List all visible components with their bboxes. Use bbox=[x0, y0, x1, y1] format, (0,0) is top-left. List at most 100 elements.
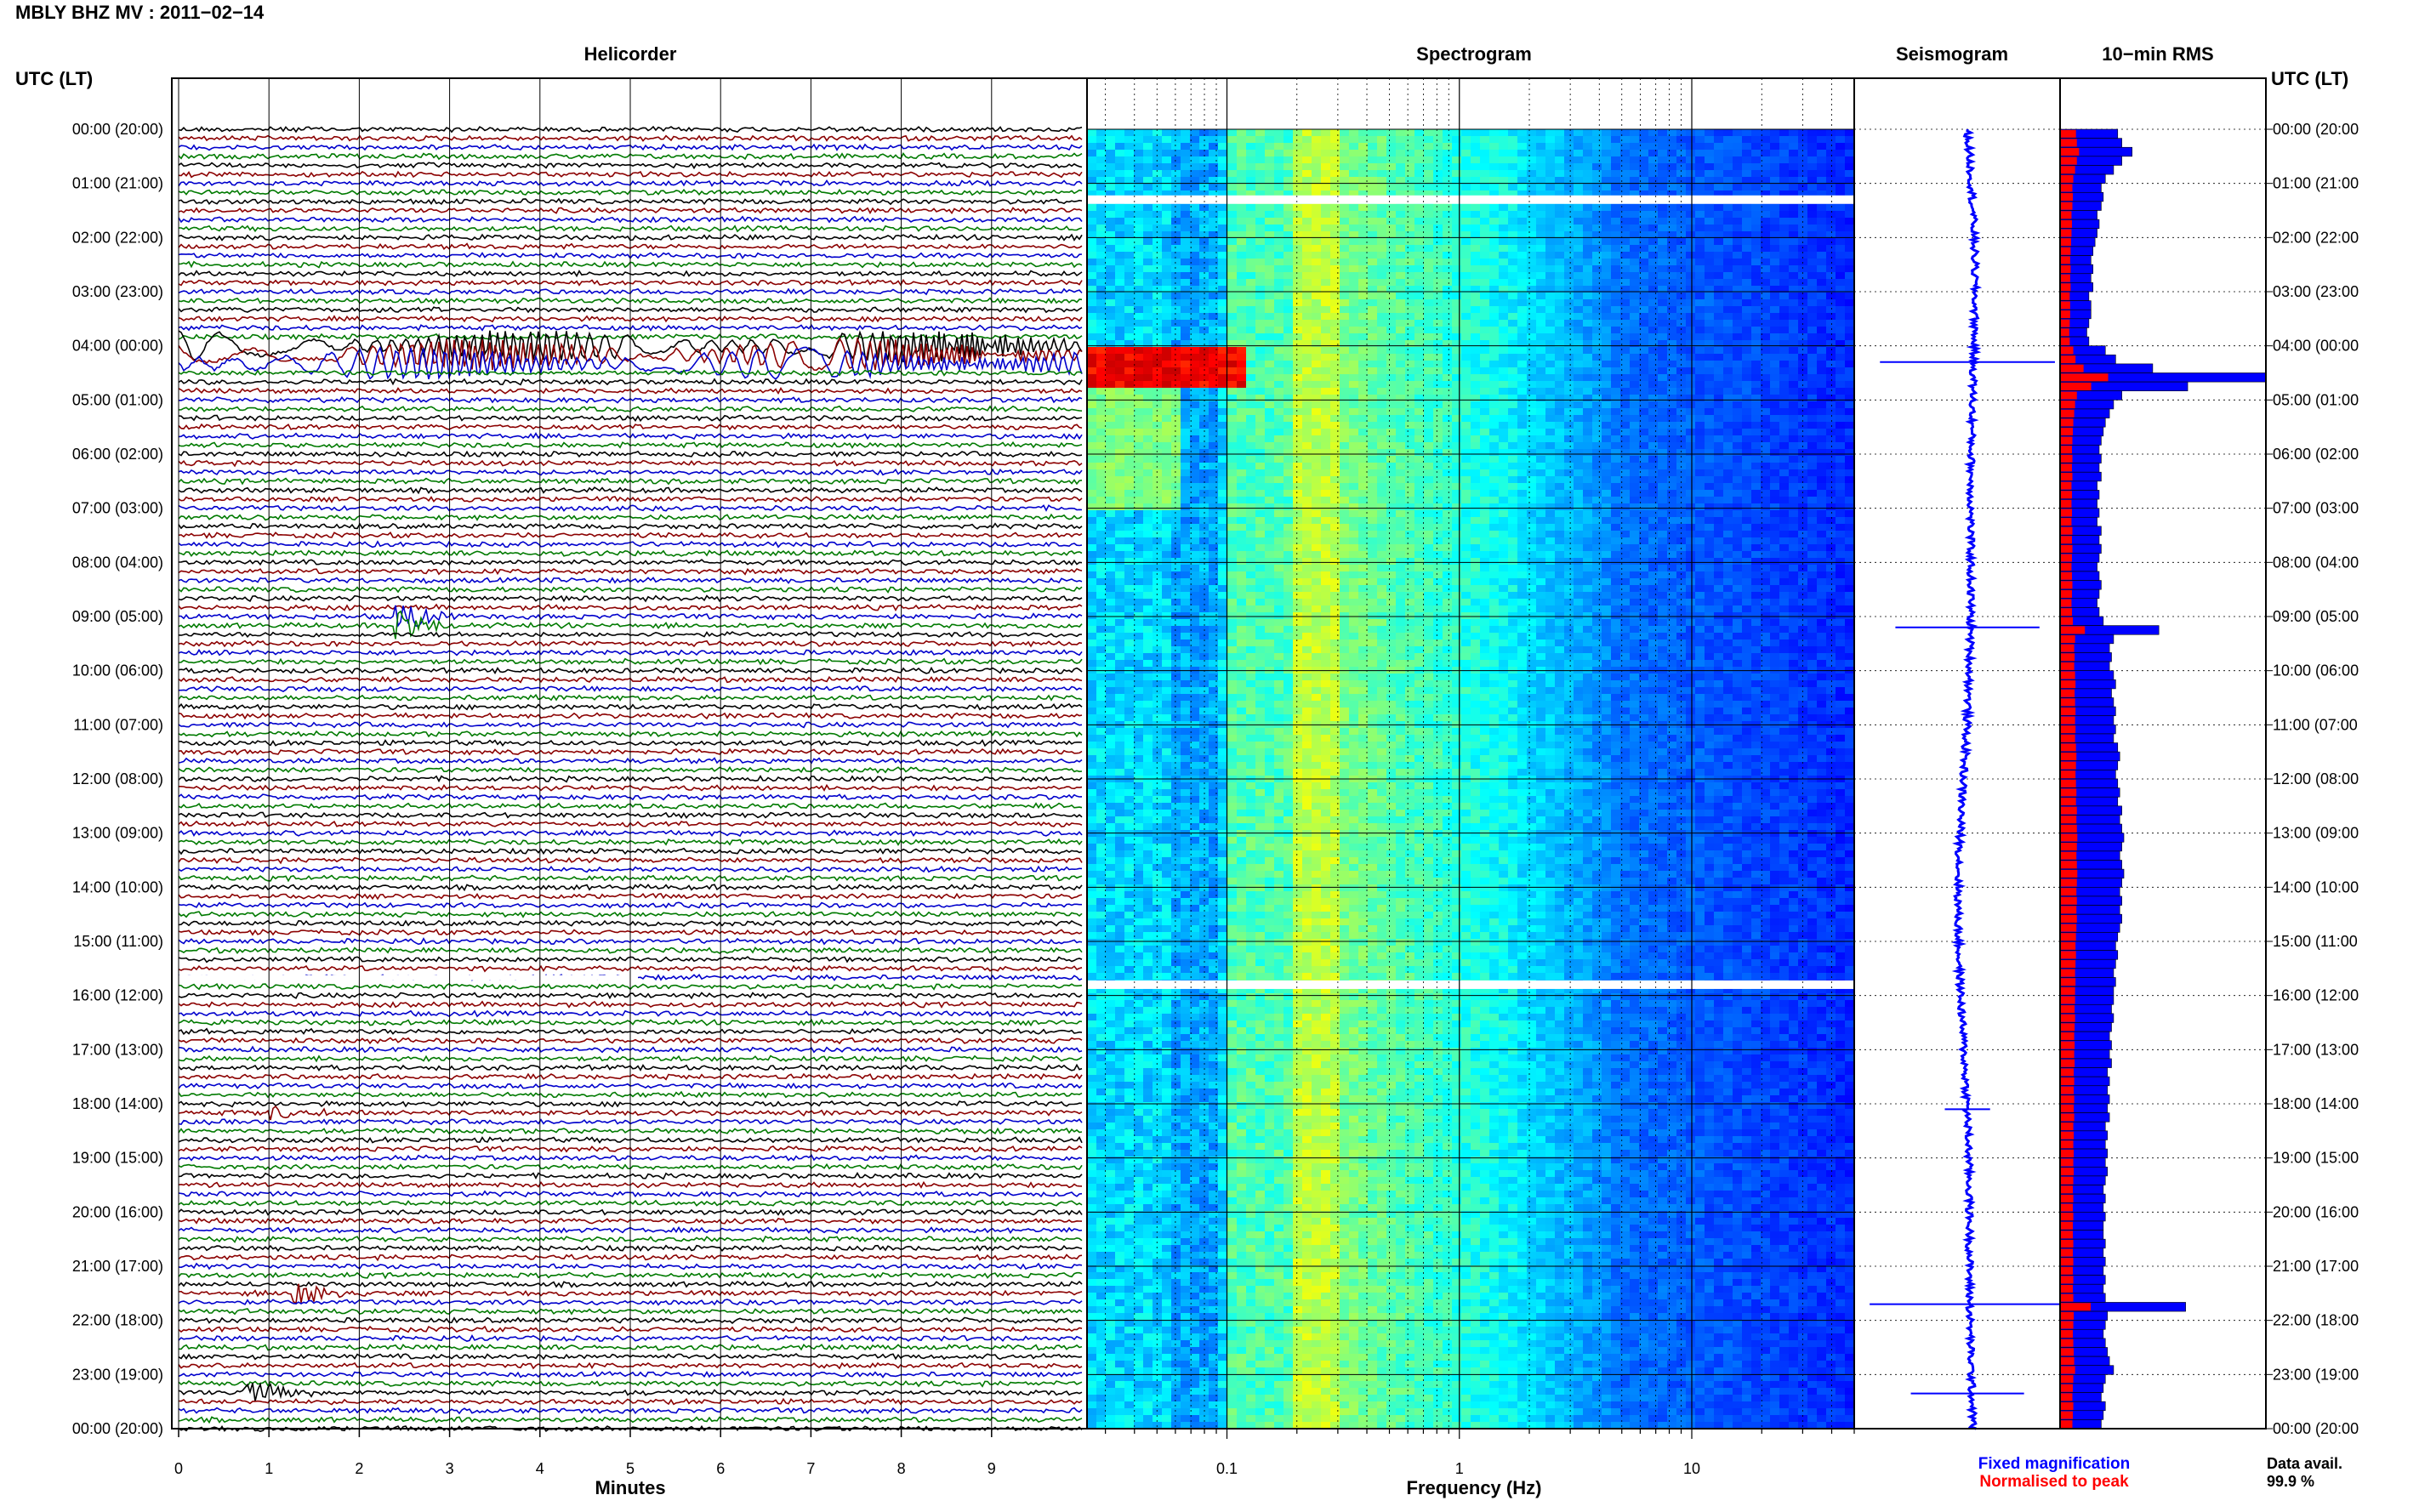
spectrogram-cell bbox=[1405, 218, 1414, 225]
spectrogram-cell bbox=[1162, 177, 1171, 184]
spectrogram-cell bbox=[1761, 408, 1770, 415]
spectrogram-cell bbox=[1349, 442, 1358, 449]
spectrogram-cell bbox=[1480, 463, 1489, 469]
spectrogram-cell bbox=[1227, 136, 1237, 143]
spectrogram-cell bbox=[1639, 415, 1648, 422]
spectrogram-cell bbox=[1340, 299, 1349, 306]
spectrogram-cell bbox=[1171, 129, 1181, 136]
spectrogram-cell bbox=[1733, 211, 1742, 218]
spectrogram-cell bbox=[1143, 490, 1153, 497]
spectrogram-cell bbox=[1396, 517, 1405, 524]
spectrogram-cell bbox=[1106, 435, 1115, 442]
spectrogram-cell bbox=[1611, 170, 1620, 177]
spectrogram-cell bbox=[1405, 395, 1414, 401]
spectrogram-cell bbox=[1779, 429, 1789, 435]
spectrogram-cell bbox=[1377, 279, 1386, 286]
spectrogram-cell bbox=[1779, 190, 1789, 197]
spectrogram-cell bbox=[1714, 163, 1723, 170]
spectrogram-cell bbox=[1527, 347, 1536, 354]
spectrogram-cell bbox=[1648, 136, 1658, 143]
spectrogram-cell bbox=[1087, 184, 1096, 190]
spectrogram-cell bbox=[1162, 388, 1171, 395]
spectrogram-cell bbox=[1302, 429, 1312, 435]
spectrogram-cell bbox=[1190, 449, 1199, 456]
spectrogram-cell bbox=[1630, 136, 1639, 143]
spectrogram-cell bbox=[1153, 211, 1162, 218]
spectrogram-cell bbox=[1162, 170, 1171, 177]
spectrogram-cell bbox=[1545, 170, 1555, 177]
spectrogram-cell bbox=[1817, 354, 1826, 361]
spectrogram-cell bbox=[1779, 327, 1789, 333]
spectrogram-cell bbox=[1471, 156, 1480, 163]
spectrogram-cell bbox=[1461, 170, 1471, 177]
spectrogram-cell bbox=[1377, 136, 1386, 143]
spectrogram-cell bbox=[1705, 361, 1714, 367]
spectrogram-cell bbox=[1433, 374, 1443, 381]
spectrogram-cell bbox=[1564, 361, 1574, 367]
spectrogram-cell bbox=[1527, 483, 1536, 490]
spectrogram-cell bbox=[1630, 456, 1639, 463]
spectrogram-cell bbox=[1611, 327, 1620, 333]
spectrogram-cell bbox=[1667, 211, 1676, 218]
spectrogram-cell bbox=[1209, 156, 1218, 163]
spectrogram-cell bbox=[1723, 156, 1733, 163]
spectrogram-cell bbox=[1826, 163, 1836, 170]
spectrogram-cell bbox=[1255, 395, 1265, 401]
spectrogram-cell bbox=[1124, 395, 1134, 401]
spectrogram-cell bbox=[1443, 259, 1452, 265]
spectrogram-cell bbox=[1386, 340, 1396, 347]
spectrogram-cell bbox=[1686, 469, 1695, 476]
spectrogram-cell bbox=[1087, 415, 1096, 422]
spectrogram-cell bbox=[1499, 190, 1508, 197]
spectrogram-cell bbox=[1349, 354, 1358, 361]
spectrogram-cell bbox=[1124, 150, 1134, 156]
spectrogram-cell bbox=[1340, 395, 1349, 401]
spectrogram-cell bbox=[1517, 327, 1527, 333]
spectrogram-cell bbox=[1667, 184, 1676, 190]
spectrogram-cell bbox=[1106, 306, 1115, 313]
spectrogram-cell bbox=[1536, 272, 1545, 279]
spectrogram-cell bbox=[1564, 306, 1574, 313]
spectrogram-cell bbox=[1770, 490, 1779, 497]
spectrogram-cell bbox=[1583, 517, 1592, 524]
spectrogram-cell bbox=[1386, 252, 1396, 259]
spectrogram-cell bbox=[1761, 211, 1770, 218]
spectrogram-cell bbox=[1499, 395, 1508, 401]
spectrogram-cell bbox=[1714, 422, 1723, 429]
spectrogram-cell bbox=[1414, 286, 1424, 293]
spectrogram-cell bbox=[1443, 252, 1452, 259]
spectrogram-cell bbox=[1845, 238, 1854, 245]
spectrogram-cell bbox=[1386, 347, 1396, 354]
spectrogram-cell bbox=[1471, 313, 1480, 320]
spectrogram-cell bbox=[1096, 395, 1106, 401]
spectrogram-cell bbox=[1199, 463, 1209, 469]
spectrogram-cell bbox=[1096, 170, 1106, 177]
spectrogram-cell bbox=[1321, 442, 1330, 449]
spectrogram-cell bbox=[1751, 408, 1761, 415]
spectrogram-cell bbox=[1190, 225, 1199, 231]
spectrogram-cell bbox=[1171, 442, 1181, 449]
spectrogram-cell bbox=[1115, 286, 1124, 293]
spectrogram-cell bbox=[1349, 245, 1358, 252]
spectrogram-cell bbox=[1358, 279, 1368, 286]
spectrogram-cell bbox=[1349, 469, 1358, 476]
spectrogram-cell bbox=[1770, 143, 1779, 150]
spectrogram-cell bbox=[1461, 299, 1471, 306]
spectrogram-cell bbox=[1761, 299, 1770, 306]
spectrogram-cell bbox=[1723, 490, 1733, 497]
spectrogram-cell bbox=[1536, 497, 1545, 503]
spectrogram-cell bbox=[1733, 469, 1742, 476]
spectrogram-cell bbox=[1536, 435, 1545, 442]
spectrogram-cell bbox=[1414, 435, 1424, 442]
spectrogram-cell bbox=[1611, 395, 1620, 401]
spectrogram-cell bbox=[1237, 150, 1246, 156]
spectrogram-cell bbox=[1611, 442, 1620, 449]
spectrogram-cell bbox=[1209, 524, 1218, 531]
spectrogram-cell bbox=[1265, 476, 1274, 483]
spectrogram-cell bbox=[1199, 361, 1209, 367]
spectrogram-cell bbox=[1611, 320, 1620, 327]
spectrogram-cell bbox=[1461, 238, 1471, 245]
spectrogram-cell bbox=[1349, 333, 1358, 340]
spectrogram-cell bbox=[1489, 517, 1499, 524]
spectrogram-cell bbox=[1592, 483, 1602, 490]
